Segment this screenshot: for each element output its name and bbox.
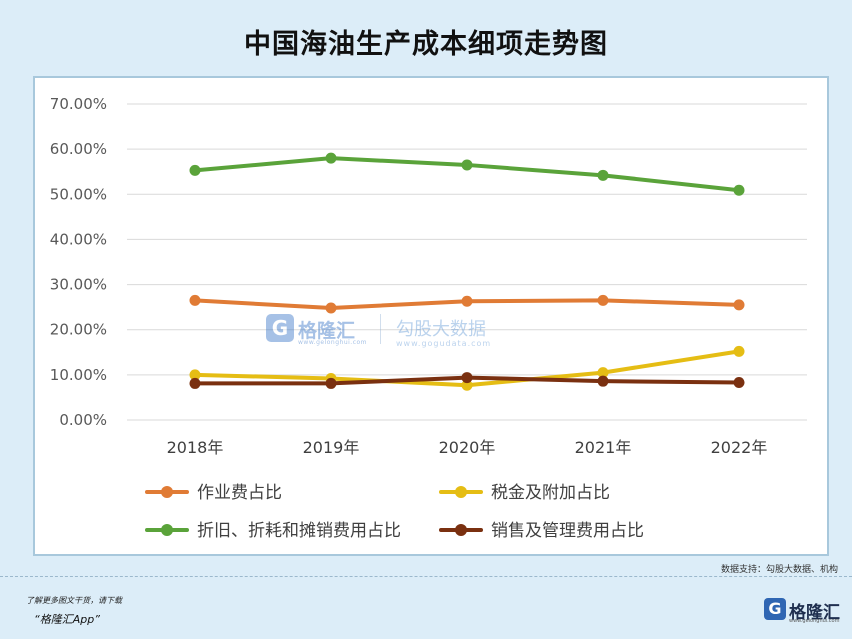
footer-promo-text: 了解更多图文干货，请下载: [26, 596, 122, 605]
series-4-point: [597, 375, 609, 387]
line-chart: 0.00% 10.00% 20.00% 30.00% 40.00% 50.00% 60.00…: [50, 95, 807, 541]
series-1-point: [597, 294, 609, 306]
series-1-point: [733, 299, 745, 311]
series-4-point: [733, 377, 745, 389]
series-2-point: [733, 345, 745, 357]
watermark-brand: 格隆汇: [298, 320, 356, 342]
footer-app-name: “格隆汇App”: [34, 613, 100, 626]
x-tick-label: 2022年: [711, 438, 768, 457]
watermark-brand-secondary: 勾股大数据: [396, 319, 486, 340]
y-tick-label: 50.00%: [50, 185, 107, 203]
x-tick-label: 2018年: [167, 438, 224, 457]
x-tick-label: 2020年: [439, 438, 496, 457]
legend-label: 折旧、折耗和摊销费用占比: [197, 521, 401, 541]
legend-swatch-marker: [161, 486, 173, 498]
series-4-point: [461, 372, 473, 384]
brand-logo-icon: G: [764, 598, 786, 620]
x-tick-label: 2019年: [303, 438, 360, 457]
series-2-point: [189, 369, 201, 381]
series-3-point: [325, 152, 337, 164]
chart-title: 中国海油生产成本细项走势图: [244, 29, 608, 60]
footer-divider: [0, 576, 852, 577]
legend-swatch-marker: [161, 524, 173, 536]
data-source-note: 数据支持：勾股大数据、机构: [720, 565, 838, 575]
series-2-point: [597, 367, 609, 379]
watermark-url: www.gelonghui.com: [298, 339, 368, 346]
series-3-point: [189, 164, 201, 176]
watermark-logo-icon: G: [266, 314, 294, 342]
y-tick-label: 40.00%: [50, 230, 107, 248]
brand-logo-url: www.gelonghui.com: [789, 618, 840, 624]
legend-swatch-marker: [455, 486, 467, 498]
series-2-point: [461, 379, 473, 391]
y-tick-label: 70.00%: [50, 95, 107, 113]
x-tick-label: 2021年: [575, 438, 632, 457]
series-1-point: [461, 295, 473, 307]
chart-frame: 0.00% 10.00% 20.00% 30.00% 40.00% 50.00% 60.00…: [33, 76, 829, 556]
watermark-divider: [380, 314, 381, 344]
brand-logo: G 格隆汇 www.gelonghui.com: [764, 596, 844, 626]
y-tick-label: 20.00%: [50, 321, 107, 339]
series-1-point: [325, 302, 337, 314]
legend-label: 销售及管理费用占比: [491, 521, 644, 541]
legend-label: 作业费占比: [197, 483, 282, 503]
brand-logo-name: 格隆汇: [789, 603, 840, 623]
watermark-url-secondary: www.gogudata.com: [396, 339, 492, 348]
watermark: G 格隆汇 www.gelonghui.com 勾股大数据 www.goguda…: [266, 310, 526, 350]
series-4-point: [325, 377, 337, 389]
legend-label: 税金及附加占比: [491, 483, 610, 503]
series-3-point: [597, 169, 609, 181]
y-tick-label: 30.00%: [50, 276, 107, 294]
legend-swatch-marker: [455, 524, 467, 536]
series-4-point: [189, 377, 201, 389]
series-3-point: [733, 184, 745, 196]
y-tick-label: 0.00%: [59, 411, 107, 429]
series-3-point: [461, 159, 473, 171]
series-1-point: [189, 294, 201, 306]
y-tick-label: 60.00%: [50, 140, 107, 158]
y-tick-label: 10.00%: [50, 366, 107, 384]
